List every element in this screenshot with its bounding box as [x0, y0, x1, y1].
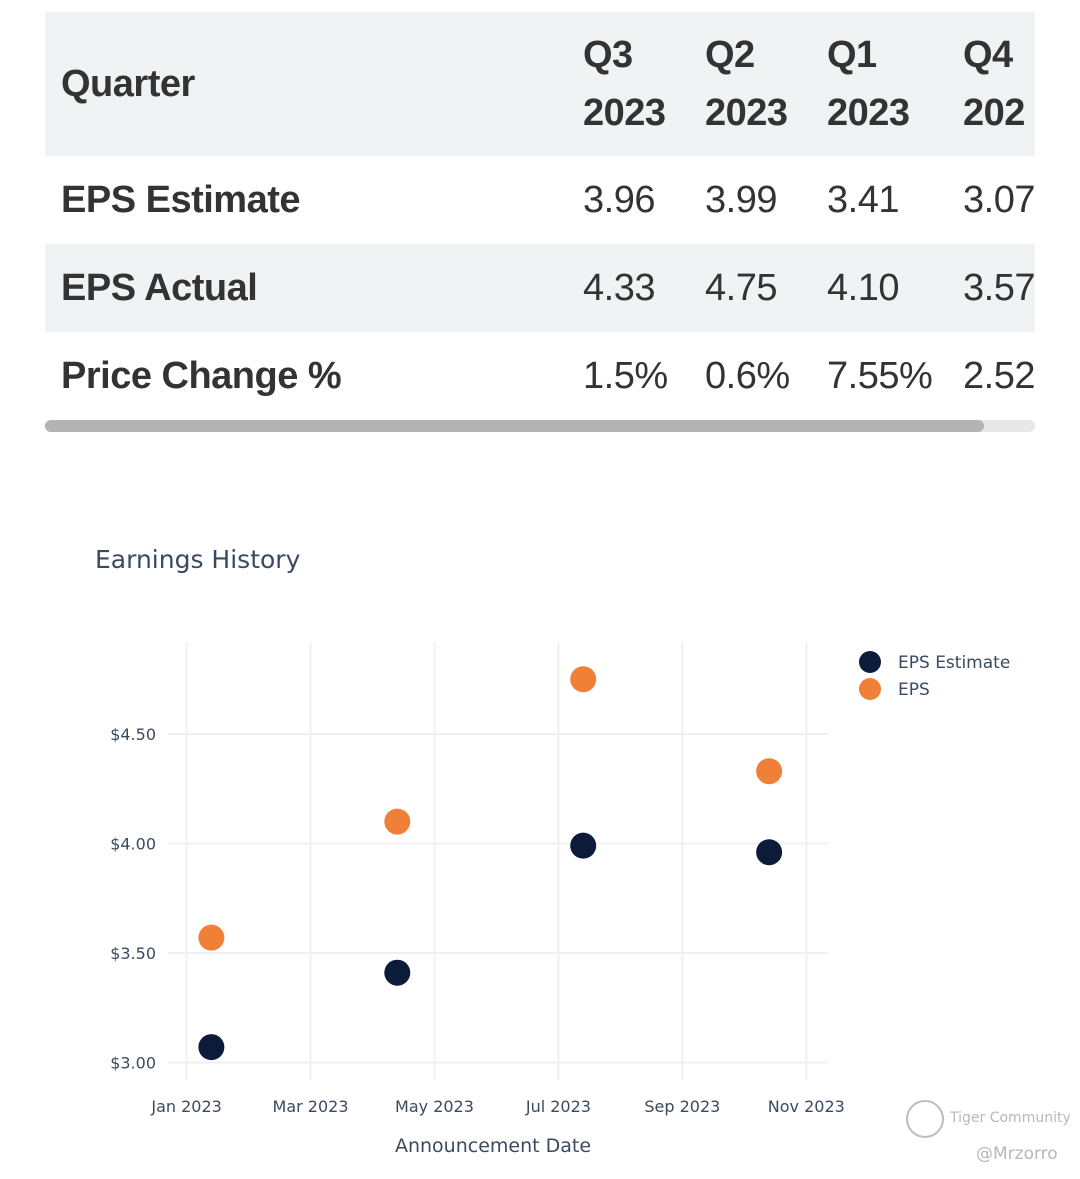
table-cell: 3.96 — [583, 178, 655, 221]
y-tick-label: $3.50 — [110, 944, 156, 963]
scrollbar-thumb[interactable] — [45, 420, 984, 432]
table-row: EPS Actual 4.33 4.75 4.10 3.57 — [45, 244, 1035, 332]
eps-estimate-point — [756, 839, 783, 866]
eps-estimate-point — [570, 832, 597, 859]
row-label: Price Change % — [61, 354, 342, 397]
table-cell: 0.6% — [705, 354, 790, 397]
table-cell: 1.5% — [583, 354, 668, 397]
eps-point — [198, 924, 225, 951]
horizontal-scrollbar[interactable] — [45, 420, 1035, 432]
header-label: Quarter — [61, 62, 195, 105]
column-header: Q1 2023 — [827, 34, 910, 134]
table-cell: 3.07 — [963, 178, 1035, 221]
eps-point — [384, 808, 411, 835]
table-cell: 3.41 — [827, 178, 899, 221]
table-cell: 3.99 — [705, 178, 777, 221]
x-tick-label: Jul 2023 — [525, 1097, 591, 1116]
y-tick-label: $4.00 — [110, 834, 156, 853]
table-cell: 2.52 — [963, 354, 1035, 397]
watermark-user: @Mrzorro — [976, 1144, 1058, 1164]
y-tick-label: $3.00 — [110, 1053, 156, 1072]
eps-estimate-point — [384, 959, 411, 986]
x-tick-label: Sep 2023 — [644, 1097, 720, 1116]
column-header: Q3 2023 — [583, 34, 666, 134]
y-tick-label: $4.50 — [110, 725, 156, 744]
watermark-brand: Tiger Community — [950, 1110, 1071, 1126]
table-cell: 4.75 — [705, 266, 777, 309]
legend-marker — [859, 678, 881, 700]
row-label: EPS Actual — [61, 266, 258, 309]
eps-estimate-point — [198, 1034, 225, 1061]
earnings-history-chart: Jan 2023 Mar 2023 May 2023 Jul 2023 Sep 2023… — [110, 642, 1010, 1157]
x-tick-label: Nov 2023 — [768, 1097, 845, 1116]
table-header-row: Quarter Q3 2023 Q2 2023 Q1 2023 Q4 202 — [45, 12, 1035, 156]
row-label: EPS Estimate — [61, 178, 301, 221]
x-tick-label: Mar 2023 — [273, 1097, 349, 1116]
eps-point — [570, 666, 597, 693]
table-cell: 3.57 — [963, 266, 1035, 309]
tiger-logo-icon — [906, 1100, 944, 1138]
legend-marker — [859, 651, 881, 673]
table-row: EPS Estimate 3.96 3.99 3.41 3.07 — [45, 156, 1035, 244]
x-tick-label: May 2023 — [395, 1097, 474, 1116]
table-cell: 4.33 — [583, 266, 655, 309]
column-header: Q2 2023 — [705, 34, 788, 134]
x-tick-label: Jan 2023 — [150, 1097, 221, 1116]
table-row: Price Change % 1.5% 0.6% 7.55% 2.52 — [45, 332, 1035, 420]
earnings-table-container[interactable]: Quarter Q3 2023 Q2 2023 Q1 2023 Q4 202 EPS E… — [45, 12, 1035, 422]
column-header: Q4 202 — [963, 34, 1025, 134]
eps-point — [756, 758, 783, 785]
table-cell: 7.55% — [827, 354, 933, 397]
chart-title: Earnings History — [95, 545, 301, 574]
table-cell: 4.10 — [827, 266, 899, 309]
legend-label: EPS Estimate — [898, 653, 1010, 673]
legend-label: EPS — [898, 680, 930, 700]
x-axis-title: Announcement Date — [395, 1135, 591, 1157]
earnings-table: Quarter Q3 2023 Q2 2023 Q1 2023 Q4 202 EPS E… — [45, 12, 1035, 420]
